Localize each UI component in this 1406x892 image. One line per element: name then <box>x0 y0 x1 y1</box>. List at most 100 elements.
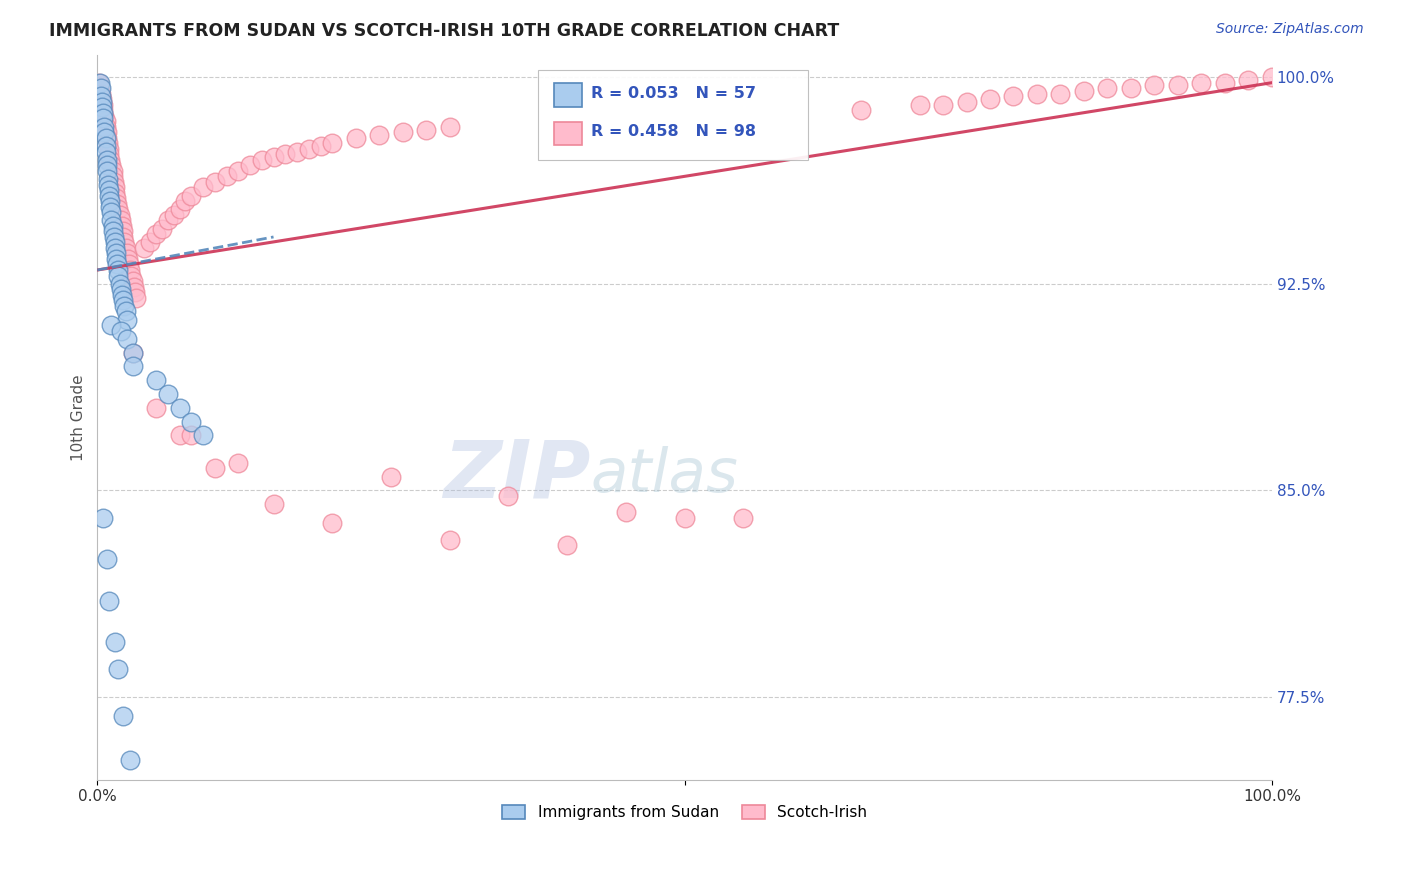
Point <box>124 285 146 299</box>
Point <box>118 258 141 272</box>
Point <box>614 505 637 519</box>
Point <box>156 213 179 227</box>
Point <box>93 125 115 139</box>
Point <box>104 235 127 250</box>
Point <box>274 147 297 161</box>
Point <box>733 511 755 525</box>
Point <box>1167 78 1189 93</box>
Point <box>204 461 226 475</box>
Point <box>90 81 112 95</box>
Point <box>111 219 134 233</box>
FancyBboxPatch shape <box>538 70 808 161</box>
Point <box>263 150 285 164</box>
Point <box>96 552 118 566</box>
Point <box>298 142 321 156</box>
Point <box>100 213 122 227</box>
Point <box>89 81 111 95</box>
Point <box>96 153 118 167</box>
Point <box>121 274 143 288</box>
Point <box>98 593 121 607</box>
Point <box>226 164 249 178</box>
Point <box>145 373 167 387</box>
Point <box>1097 81 1119 95</box>
Legend: Immigrants from Sudan, Scotch-Irish: Immigrants from Sudan, Scotch-Irish <box>496 798 873 826</box>
Point <box>226 456 249 470</box>
Point <box>498 489 520 503</box>
Point <box>110 324 132 338</box>
Point <box>204 175 226 189</box>
Point <box>111 287 134 301</box>
Point <box>250 153 273 167</box>
Point <box>174 194 197 208</box>
Point <box>91 103 114 118</box>
Point <box>321 136 343 151</box>
Point <box>104 635 127 649</box>
Point <box>112 230 135 244</box>
Point <box>344 130 367 145</box>
Text: IMMIGRANTS FROM SUDAN VS SCOTCH-IRISH 10TH GRADE CORRELATION CHART: IMMIGRANTS FROM SUDAN VS SCOTCH-IRISH 10… <box>49 22 839 40</box>
Point <box>1261 70 1284 85</box>
Text: R = 0.053   N = 57: R = 0.053 N = 57 <box>591 86 755 101</box>
Point <box>169 202 191 217</box>
Point <box>112 224 135 238</box>
Point <box>391 125 413 139</box>
Point <box>98 147 121 161</box>
Point <box>107 268 129 283</box>
Point <box>98 142 121 156</box>
Point <box>98 188 121 202</box>
Point <box>380 469 402 483</box>
Point <box>91 97 114 112</box>
Point <box>91 95 114 109</box>
Point <box>100 318 122 332</box>
Point <box>368 128 391 142</box>
Point <box>120 263 142 277</box>
Point <box>125 291 148 305</box>
Point <box>108 277 131 291</box>
Point <box>105 258 128 272</box>
Point <box>108 208 131 222</box>
Point <box>100 158 122 172</box>
Point <box>112 299 135 313</box>
Point <box>555 539 578 553</box>
Point <box>114 304 136 318</box>
Point <box>105 246 128 260</box>
Point <box>955 95 977 109</box>
Point <box>1073 84 1095 98</box>
Point <box>101 219 124 233</box>
Point <box>1002 89 1025 103</box>
Point <box>1213 76 1236 90</box>
Point <box>91 106 114 120</box>
Point <box>91 112 114 126</box>
Point <box>979 92 1001 106</box>
Point <box>91 100 114 114</box>
Point <box>96 164 118 178</box>
Point <box>156 387 179 401</box>
Point <box>98 194 121 208</box>
Point <box>263 497 285 511</box>
Text: R = 0.458   N = 98: R = 0.458 N = 98 <box>591 124 755 139</box>
Point <box>112 235 135 250</box>
Point <box>120 753 142 767</box>
Text: atlas: atlas <box>591 446 738 505</box>
Point <box>87 76 110 90</box>
Point <box>97 172 120 186</box>
Point <box>1026 87 1049 101</box>
Point <box>105 197 128 211</box>
Point <box>145 401 167 415</box>
Point <box>94 114 117 128</box>
Point <box>103 175 125 189</box>
Point <box>94 139 117 153</box>
Point <box>104 241 127 255</box>
Point <box>439 533 461 547</box>
Point <box>163 208 186 222</box>
Point <box>107 263 129 277</box>
Point <box>96 125 118 139</box>
Point <box>97 136 120 151</box>
Point <box>169 401 191 415</box>
Point <box>321 516 343 531</box>
Point <box>1237 73 1260 87</box>
Point <box>110 213 132 227</box>
Point <box>908 97 931 112</box>
Point <box>134 241 156 255</box>
Point <box>98 200 121 214</box>
